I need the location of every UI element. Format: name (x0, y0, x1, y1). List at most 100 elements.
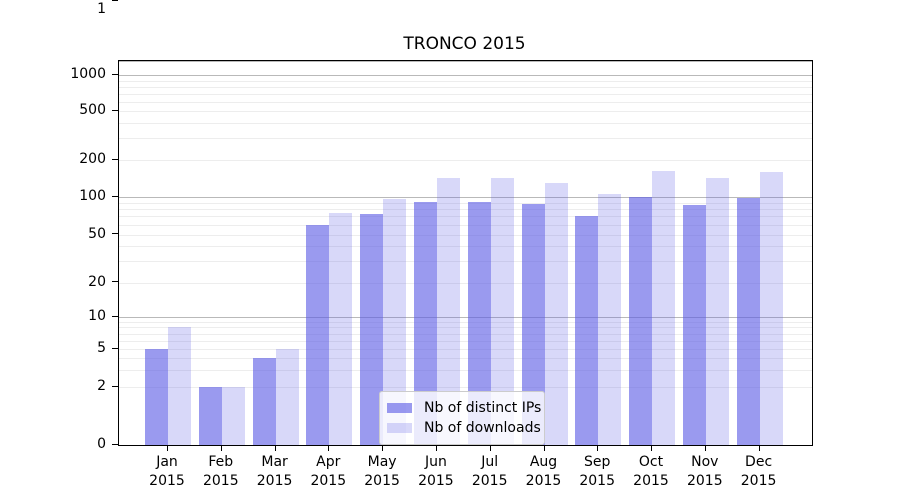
x-tick-mark (489, 445, 491, 451)
bar-distinct-ips-mar-2015 (252, 358, 276, 445)
bar-distinct-ips-sep-2015 (575, 215, 599, 445)
x-tick-mark (167, 445, 168, 451)
x-tick-label: Oct 2015 (633, 454, 669, 489)
legend: Nb of distinct IPs Nb of downloads (379, 391, 545, 445)
y-tick-label: 500 (79, 102, 106, 118)
minor-gridline (119, 101, 812, 103)
y-tick-label: 10 (88, 308, 106, 324)
bar-downloads-oct-2015 (652, 170, 675, 445)
y-tick-label: 200 (79, 151, 106, 167)
x-tick-label: Jan 2015 (149, 454, 185, 489)
bar-distinct-ips-jan-2015 (145, 349, 168, 445)
y-tick-mark (112, 443, 118, 445)
minor-gridline (119, 216, 812, 218)
x-tick-label: Jul 2015 (471, 454, 508, 489)
x-tick-mark (220, 445, 222, 451)
chart-title: TRONCO 2015 (403, 34, 526, 54)
x-tick-label: Sep 2015 (579, 454, 615, 489)
x-tick-label: Aug 2015 (525, 454, 562, 489)
bar-distinct-ips-oct-2015 (629, 197, 652, 445)
legend-swatch-downloads (387, 423, 412, 433)
x-tick-label: Dec 2015 (740, 454, 777, 489)
bar-distinct-ips-feb-2015 (198, 387, 222, 445)
x-tick-label: Mar 2015 (256, 454, 293, 489)
bar-distinct-ips-apr-2015 (306, 224, 330, 445)
y-tick-label: 50 (88, 225, 106, 242)
bar-distinct-ips-may-2015 (360, 214, 384, 445)
y-tick-mark (112, 109, 118, 111)
bar-distinct-ips-jul-2015 (467, 201, 491, 445)
y-tick-label: 20 (88, 273, 106, 290)
x-tick-label: Apr 2015 (310, 454, 347, 489)
y-tick-mark (112, 347, 118, 349)
x-tick-mark (435, 445, 437, 451)
legend-swatch-distinct-ips (387, 403, 412, 413)
y-tick-mark (112, 0, 118, 1)
bar-distinct-ips-nov-2015 (682, 205, 706, 445)
y-tick-label: 100 (79, 188, 106, 204)
y-tick-mark (112, 385, 118, 387)
minor-gridline (119, 86, 812, 88)
x-tick-mark (704, 445, 706, 451)
bar-downloads-mar-2015 (275, 349, 299, 445)
legend-row-distinct-ips: Nb of distinct IPs (387, 398, 541, 418)
x-tick-mark (758, 445, 760, 451)
minor-gridline (119, 387, 812, 388)
bar-downloads-may-2015 (383, 199, 407, 445)
minor-gridline (119, 202, 812, 204)
y-tick-mark (112, 281, 118, 283)
minor-gridline (119, 370, 812, 372)
minor-gridline (119, 138, 812, 140)
major-gridline (119, 61, 812, 62)
x-tick-label: Nov 2015 (686, 454, 723, 489)
y-tick-mark (112, 73, 118, 75)
minor-gridline (119, 261, 812, 263)
y-tick-label: 2 (97, 378, 106, 394)
bar-downloads-feb-2015 (221, 387, 245, 445)
x-tick-mark (328, 445, 330, 451)
minor-gridline (119, 358, 812, 360)
minor-gridline (119, 321, 812, 323)
y-tick-mark (112, 233, 118, 235)
x-tick-mark (651, 445, 652, 451)
x-tick-label: Feb 2015 (202, 454, 239, 489)
bar-downloads-jun-2015 (436, 178, 460, 445)
minor-gridline (119, 340, 812, 342)
bar-downloads-jan-2015 (168, 327, 191, 445)
minor-gridline (119, 282, 812, 284)
x-tick-mark (597, 445, 599, 451)
minor-gridline (119, 224, 812, 226)
y-tick-mark (112, 315, 118, 317)
bar-downloads-dec-2015 (759, 171, 783, 445)
legend-row-downloads: Nb of downloads (387, 418, 541, 438)
minor-gridline (119, 111, 812, 112)
minor-gridline (119, 234, 812, 236)
bar-downloads-jul-2015 (490, 178, 514, 445)
bar-downloads-aug-2015 (544, 183, 568, 445)
minor-gridline (119, 93, 812, 95)
minor-gridline (119, 122, 812, 124)
minor-gridline (119, 246, 812, 248)
y-tick-mark (112, 158, 118, 160)
legend-label-distinct-ips: Nb of distinct IPs (424, 400, 542, 416)
y-tick-label: 1 (97, 1, 106, 17)
minor-gridline (119, 333, 812, 335)
plot-area: Nb of distinct IPs Nb of downloads (118, 60, 813, 446)
legend-label-downloads: Nb of downloads (424, 420, 541, 436)
x-tick-mark (274, 445, 276, 451)
bar-distinct-ips-dec-2015 (736, 197, 760, 445)
bar-distinct-ips-jun-2015 (413, 201, 437, 445)
y-tick-label: 5 (97, 340, 106, 356)
bar-downloads-sep-2015 (598, 194, 622, 445)
minor-gridline (119, 209, 812, 211)
minor-gridline (119, 349, 812, 350)
y-tick-label: 0 (97, 436, 106, 452)
bar-downloads-nov-2015 (705, 177, 729, 445)
major-gridline (119, 317, 812, 318)
minor-gridline (119, 327, 812, 329)
y-tick-label: 1000 (70, 66, 106, 82)
x-tick-label: May 2015 (364, 454, 400, 489)
x-tick-mark (543, 445, 545, 451)
major-gridline (119, 75, 812, 76)
